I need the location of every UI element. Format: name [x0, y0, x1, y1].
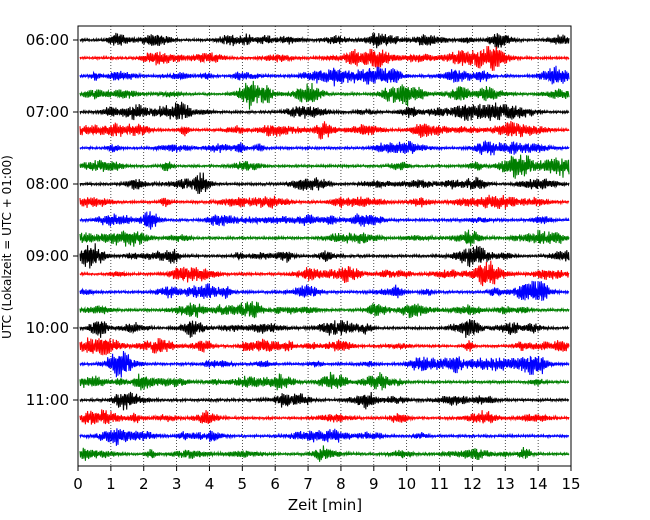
- x-axis-ticks: 0 1 2 3 4 5 6 7 8 9 10 11 12 13 14 15: [73, 466, 581, 493]
- y-tick-label: 09:00: [26, 247, 69, 265]
- y-tick-label: 10:00: [26, 319, 69, 337]
- y-axis-ticks: 06:00 07:00 08:00 09:00 10:00 11:00: [26, 31, 78, 409]
- trace-line: [79, 194, 570, 210]
- trace-line: [79, 260, 570, 287]
- trace-line: [79, 445, 570, 462]
- y-tick-label: 07:00: [26, 103, 69, 121]
- x-tick-label: 7: [303, 475, 313, 493]
- x-tick-label: 13: [496, 475, 515, 493]
- x-tick-label: 6: [270, 475, 280, 493]
- x-tick-label: 10: [397, 475, 416, 493]
- trace-line: [79, 391, 570, 411]
- plot-frame: [77, 25, 572, 467]
- x-tick-label: 15: [561, 475, 580, 493]
- seismic-traces: [79, 32, 570, 462]
- x-tick-label: 9: [369, 475, 379, 493]
- trace-line: [79, 243, 570, 269]
- x-tick-label: 2: [139, 475, 149, 493]
- grid-lines: [110, 26, 539, 466]
- trace-line: [79, 301, 570, 319]
- x-tick-label: 0: [73, 475, 83, 493]
- trace-line: [79, 428, 570, 446]
- trace-line: [79, 32, 570, 49]
- x-tick-label: 8: [336, 475, 346, 493]
- trace-line: [79, 45, 570, 71]
- trace-line: [79, 319, 570, 338]
- trace-line: [79, 211, 570, 230]
- x-tick-label: 4: [205, 475, 215, 493]
- y-tick-label: 11:00: [26, 391, 69, 409]
- x-tick-label: 12: [463, 475, 482, 493]
- trace-line: [79, 409, 570, 425]
- trace-line: [79, 172, 570, 194]
- trace-line: [79, 80, 570, 110]
- trace-line: [79, 65, 570, 87]
- trace-line: [79, 154, 570, 179]
- trace-line: [79, 101, 570, 122]
- x-tick-label: 1: [106, 475, 116, 493]
- trace-line: [79, 371, 570, 391]
- trace-line: [79, 280, 570, 301]
- x-tick-label: 5: [238, 475, 248, 493]
- trace-line: [79, 120, 570, 140]
- trace-line: [79, 337, 570, 356]
- y-tick-label: 06:00: [26, 31, 69, 49]
- y-axis-label: UTC (Lokalzeit = UTC + 01:00): [0, 155, 14, 339]
- x-axis-label: Zeit [min]: [288, 496, 362, 514]
- x-tick-label: 3: [172, 475, 182, 493]
- trace-line: [79, 350, 570, 378]
- x-tick-label: 11: [430, 475, 449, 493]
- trace-line: [79, 229, 570, 247]
- trace-line: [79, 140, 570, 156]
- x-tick-label: 14: [529, 475, 548, 493]
- y-tick-label: 08:00: [26, 175, 69, 193]
